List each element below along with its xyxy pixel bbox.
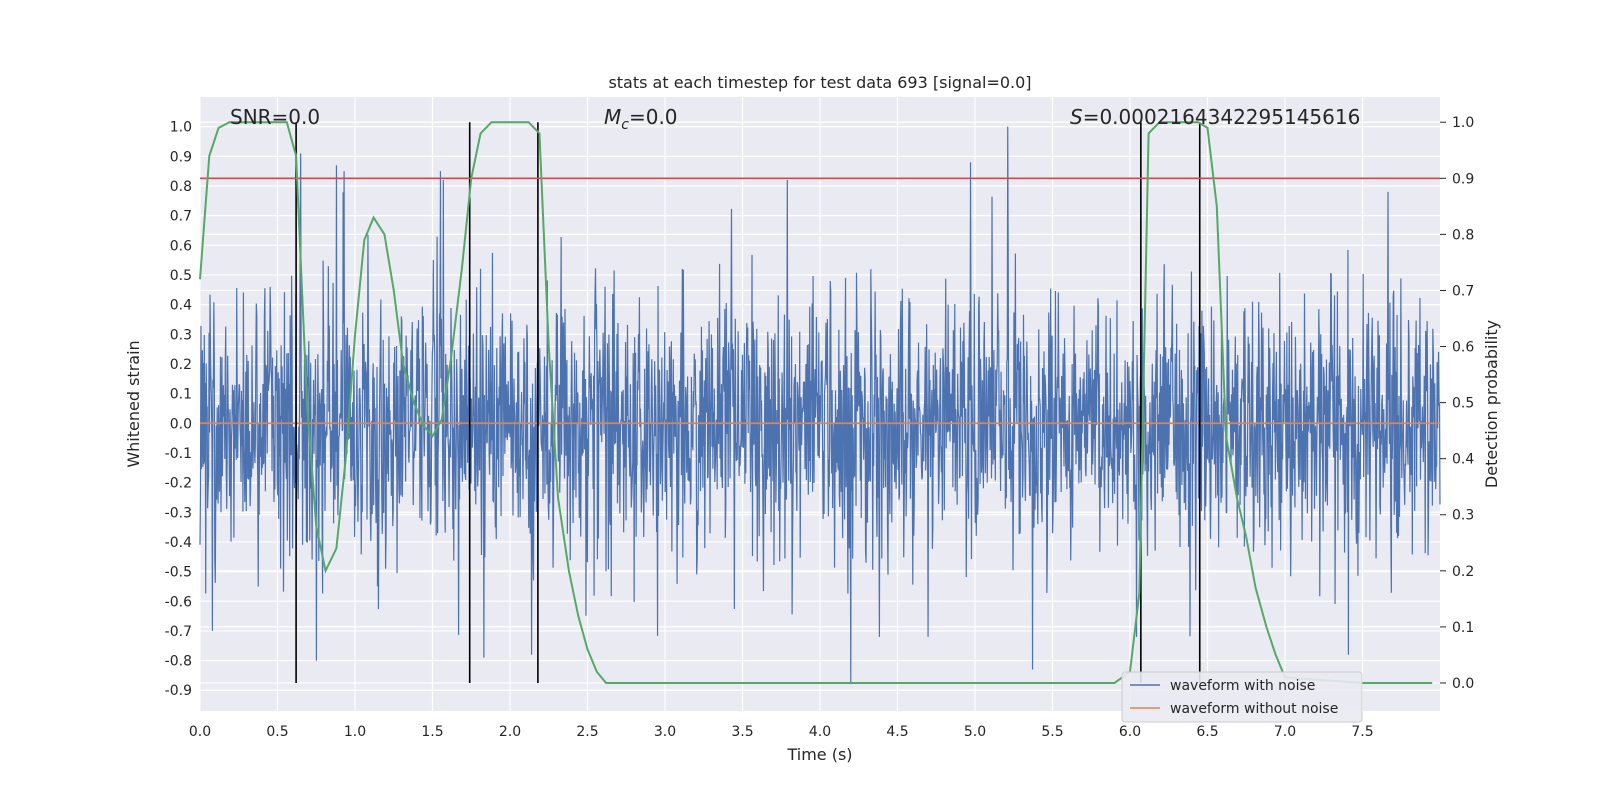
y-tick-label: 0.5 <box>170 268 192 284</box>
y2-tick-label: 1.0 <box>1452 115 1474 131</box>
y-axis-label: Whitened strain <box>124 340 143 467</box>
y-tick-label: -0.1 <box>165 446 192 462</box>
y-tick-label: 0.8 <box>170 179 192 195</box>
y-tick-label: 0.6 <box>170 238 192 254</box>
annotation-snr: SNR=0.0 <box>230 105 320 129</box>
y-tick-label: -0.6 <box>165 594 192 610</box>
x-tick-label: 5.0 <box>964 724 986 740</box>
y-tick-label: 0.2 <box>170 357 192 373</box>
legend-box <box>1121 671 1363 723</box>
y2-tick-label: 0.3 <box>1452 508 1474 524</box>
annotation-mc-symbol: M <box>604 105 621 129</box>
y-tick-label: 0.1 <box>170 387 192 403</box>
y2-axis-label: Detection probability <box>1482 320 1501 488</box>
x-tick-label: 2.0 <box>499 724 521 740</box>
annotation-mc: Mc=0.0 <box>604 105 678 133</box>
x-ticks: 0.0 0.5 1.0 1.5 2.0 2.5 3.0 3.5 4.0 4.5 5.0 5.5 6.0 6… <box>189 724 1374 740</box>
x-tick-label: 2.5 <box>576 724 598 740</box>
annotation-s-value: =0.0002164342295145616 <box>1083 105 1361 129</box>
y2-tick-label: 0.2 <box>1452 564 1474 580</box>
y-tick-label: -0.4 <box>165 535 192 551</box>
y-tick-label: 0.3 <box>170 327 192 343</box>
y-tick-label: -0.9 <box>165 683 192 699</box>
legend: waveform with noise waveform without noi… <box>1121 671 1363 723</box>
y2-tick-label: 0.1 <box>1452 620 1474 636</box>
y2-tick-label: 0.9 <box>1452 171 1474 187</box>
y-ticks: 1.0 0.9 0.8 0.7 0.6 0.5 0.4 0.3 0.2 0.1 0.0 -0.1 -0.… <box>165 120 192 700</box>
annotation-mc-sub: c <box>621 117 629 133</box>
y-tick-label: 0.9 <box>170 149 192 165</box>
y-tick-label: 0.0 <box>170 416 192 432</box>
series-line-detection-probability <box>199 121 1433 684</box>
x-tick-label: 4.0 <box>809 724 831 740</box>
y-tick-label: -0.8 <box>165 654 192 670</box>
annotation-s-symbol: S <box>1070 105 1083 129</box>
probability-series <box>199 121 1433 684</box>
x-axis-label: Time (s) <box>786 745 852 764</box>
y2-tick-label: 0.6 <box>1452 340 1474 356</box>
y2-tick-label: 0.4 <box>1452 452 1474 468</box>
x-tick-label: 6.5 <box>1196 724 1218 740</box>
vertical-markers <box>295 122 1201 683</box>
annotation-s: S=0.0002164342295145616 <box>1070 105 1360 129</box>
y2-tick-label: 0.8 <box>1452 227 1474 243</box>
y-tick-label: 0.7 <box>170 209 192 225</box>
annotation-mc-value: =0.0 <box>629 105 678 129</box>
noise-series <box>199 126 1441 685</box>
x-tick-label: 3.5 <box>731 724 753 740</box>
y2-tick-label: 0.7 <box>1452 283 1474 299</box>
y-tick-label: -0.3 <box>165 505 192 521</box>
legend-label-clean: waveform without noise <box>1170 701 1338 717</box>
x-tick-label: 6.0 <box>1119 724 1141 740</box>
x-tick-label: 1.0 <box>344 724 366 740</box>
x-tick-label: 0.0 <box>189 724 211 740</box>
x-tick-label: 0.5 <box>266 724 288 740</box>
x-tick-label: 7.0 <box>1274 724 1296 740</box>
y-tick-label: -0.2 <box>165 476 192 492</box>
x-tick-label: 5.5 <box>1041 724 1063 740</box>
legend-label-noise: waveform with noise <box>1170 678 1315 694</box>
y2-tick-label: 0.5 <box>1452 396 1474 412</box>
y-tick-label: 1.0 <box>170 120 192 136</box>
chart-title: stats at each timestep for test data 693… <box>608 73 1031 92</box>
y-tick-label: 0.4 <box>170 298 192 314</box>
x-tick-label: 3.0 <box>654 724 676 740</box>
x-tick-label: 7.5 <box>1351 724 1373 740</box>
y2-ticks: 1.0 0.9 0.8 0.7 0.6 0.5 0.4 0.3 0.2 0.1 0.0 <box>1440 115 1474 692</box>
x-tick-label: 4.5 <box>886 724 908 740</box>
series-line-waveform-with-noise <box>199 126 1441 685</box>
x-tick-label: 1.5 <box>421 724 443 740</box>
y2-tick-label: 0.0 <box>1452 676 1474 692</box>
y-tick-label: -0.7 <box>165 624 192 640</box>
y-tick-label: -0.5 <box>165 565 192 581</box>
